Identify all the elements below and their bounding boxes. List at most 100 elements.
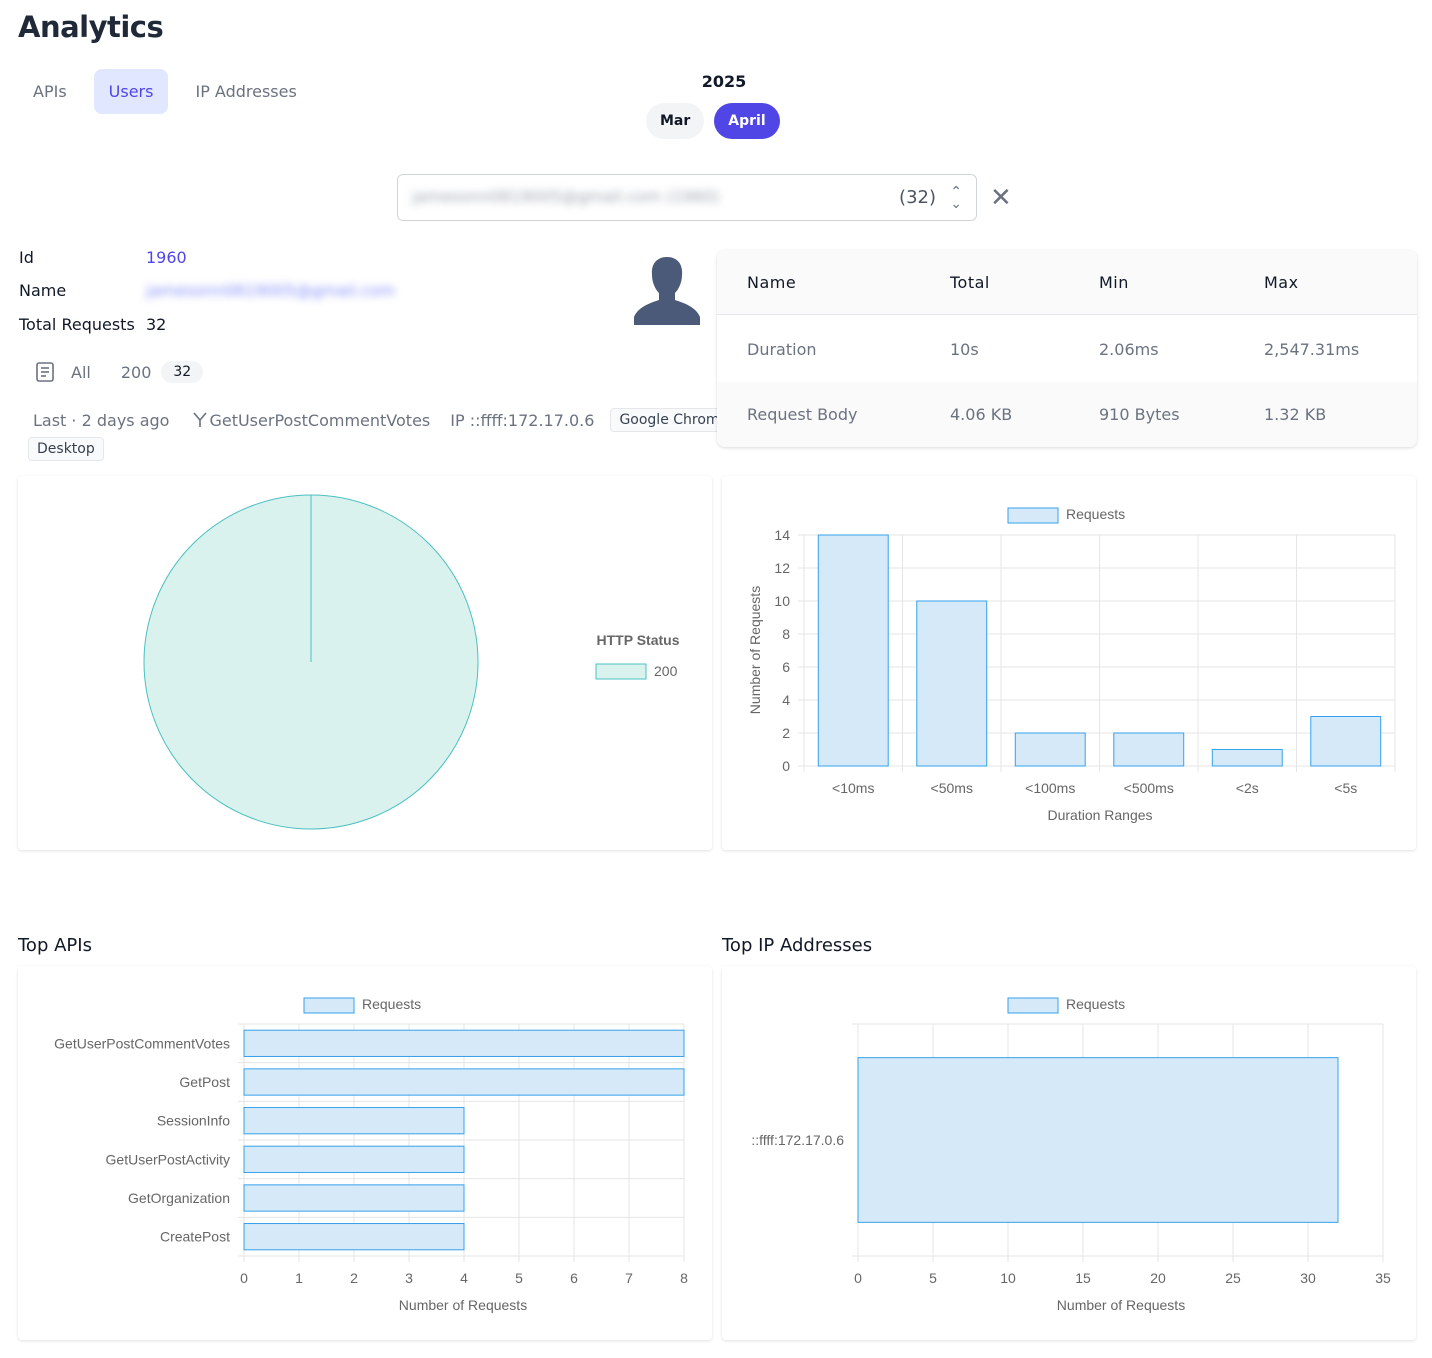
legend-swatch — [303, 997, 355, 1014]
y-tick-label: 0 — [782, 758, 790, 774]
stats-header-row: Name Total Min Max — [717, 250, 1417, 315]
y-tick-label: 6 — [782, 659, 790, 675]
pie-legend-title: HTTP Status — [597, 632, 680, 648]
x-tick-label: 3 — [405, 1270, 413, 1286]
x-tick-label: 30 — [1300, 1270, 1316, 1286]
bar[interactable] — [1211, 749, 1283, 767]
top-ips-title: Top IP Addresses — [722, 935, 873, 956]
filter-all[interactable]: All — [71, 362, 91, 382]
bar[interactable] — [243, 1029, 685, 1057]
x-tick-label: <5s — [1334, 780, 1357, 796]
month-button-april[interactable]: April — [714, 103, 780, 139]
stats-cell: Duration — [747, 340, 817, 359]
user-id-value: 1960 — [146, 248, 187, 267]
top-apis-title: Top APIs — [18, 935, 92, 956]
x-tick-label: 0 — [854, 1270, 862, 1286]
x-axis-title: Duration Ranges — [1047, 807, 1152, 823]
x-axis-title: Number of Requests — [399, 1297, 527, 1313]
x-tick-label: <100ms — [1025, 780, 1075, 796]
y-tick-label: GetPost — [179, 1074, 230, 1090]
user-select-count: (32) — [899, 187, 936, 208]
x-tick-label: 25 — [1225, 1270, 1241, 1286]
y-tick-label: 10 — [774, 593, 790, 609]
bar[interactable] — [857, 1057, 1339, 1223]
page-title: Analytics — [18, 10, 164, 44]
stats-header-max: Max — [1264, 273, 1299, 292]
x-tick-label: 1 — [295, 1270, 303, 1286]
top-apis-card: Requests 0 1 2 3 4 5 6 7 8 GetUserPostCommentVote… — [18, 966, 712, 1340]
bar[interactable] — [916, 600, 988, 767]
status-pie-card: HTTP Status 200 — [18, 476, 712, 850]
bar[interactable] — [1014, 732, 1086, 767]
x-tick-label: <50ms — [931, 780, 973, 796]
browser-tag: Google Chrome — [610, 408, 738, 432]
y-tick-label: ::ffff:172.17.0.6 — [751, 1132, 844, 1148]
stats-cell: 2,547.31ms — [1264, 340, 1360, 359]
x-tick-label: 2 — [350, 1270, 358, 1286]
legend-label[interactable]: Requests — [1066, 996, 1125, 1012]
tab-apis[interactable]: APIs — [33, 82, 67, 101]
top-ips-card: Requests 0 5 10 15 20 25 30 35::ffff:172.17.0.6… — [722, 966, 1416, 1340]
x-tick-label: 6 — [570, 1270, 578, 1286]
legend-swatch — [1007, 997, 1059, 1014]
request-meta: Last · 2 days ago GetUserPostCommentVote… — [33, 408, 738, 432]
last-api: GetUserPostCommentVotes — [209, 410, 431, 430]
stats-table: Name Total Min Max Duration 10s 2.06ms 2… — [717, 250, 1417, 447]
bar[interactable] — [243, 1068, 685, 1096]
x-tick-label: 5 — [929, 1270, 937, 1286]
x-axis-title: Number of Requests — [1057, 1297, 1185, 1313]
top-apis-bar-chart: Requests 0 1 2 3 4 5 6 7 8 GetUserPostCommentVote… — [54, 996, 688, 1313]
device-tag: Desktop — [28, 437, 104, 461]
table-row: Request Body 4.06 KB 910 Bytes 1.32 KB — [717, 382, 1417, 447]
duration-bar-chart: Requests 0 2 4 6 8 10 12 14 <10ms <50ms <100ms <500… — [747, 506, 1396, 823]
x-tick-label: 4 — [460, 1270, 468, 1286]
status-count-badge: 32 — [161, 361, 204, 383]
user-name-label: Name — [19, 281, 67, 300]
bar[interactable] — [1113, 732, 1185, 767]
user-select-value: jamesonn0819005@gmail.com (1960) — [412, 187, 720, 206]
total-requests-value: 32 — [146, 315, 167, 334]
last-seen: Last · 2 days ago — [33, 410, 170, 430]
filter-status-200[interactable]: 200 — [120, 362, 152, 382]
month-button-mar[interactable]: Mar — [646, 103, 705, 139]
x-tick-label: 15 — [1075, 1270, 1091, 1286]
stats-cell: Request Body — [747, 405, 858, 424]
bar[interactable] — [243, 1223, 465, 1251]
y-tick-label: CreatePost — [160, 1229, 230, 1245]
stats-cell: 1.32 KB — [1264, 405, 1327, 424]
close-icon[interactable]: ✕ — [990, 183, 1012, 213]
x-tick-label: <10ms — [832, 780, 874, 796]
bar[interactable] — [243, 1184, 465, 1212]
stats-cell: 4.06 KB — [950, 405, 1013, 424]
legend-swatch — [1007, 507, 1059, 524]
bar[interactable] — [817, 534, 889, 767]
legend-label[interactable]: Requests — [362, 996, 421, 1012]
x-tick-label: 10 — [1000, 1270, 1016, 1286]
chevron-up-down-icon: ⌃ ⌄ — [950, 184, 962, 212]
stats-header-total: Total — [950, 273, 990, 292]
y-tick-label: 4 — [782, 692, 790, 708]
bar[interactable] — [1310, 716, 1382, 767]
bar[interactable] — [243, 1107, 465, 1135]
tab-ip-addresses[interactable]: IP Addresses — [195, 82, 297, 101]
status-filter: All 200 32 — [33, 360, 204, 384]
user-select[interactable]: jamesonn0819005@gmail.com (1960) (32) ⌃ ⌄ — [397, 174, 977, 221]
user-id-label: Id — [19, 248, 34, 267]
duration-chart-card: Requests 0 2 4 6 8 10 12 14 <10ms <50ms <100ms <500… — [722, 476, 1416, 850]
y-tick-label: GetOrganization — [128, 1190, 230, 1206]
avatar-icon — [634, 257, 700, 325]
y-tick-label: GetUserPostCommentVotes — [54, 1035, 230, 1051]
table-row: Duration 10s 2.06ms 2,547.31ms — [717, 317, 1417, 382]
month-selector: Mar April — [646, 103, 780, 139]
stats-cell: 10s — [950, 340, 979, 359]
y-axis-title: Number of Requests — [747, 586, 763, 714]
tab-users[interactable]: Users — [93, 69, 169, 114]
stats-header-name: Name — [747, 273, 797, 292]
legend-label[interactable]: Requests — [1066, 506, 1125, 522]
x-tick-label: 5 — [515, 1270, 523, 1286]
x-tick-label: 35 — [1375, 1270, 1391, 1286]
stats-cell: 910 Bytes — [1099, 405, 1180, 424]
bar[interactable] — [243, 1145, 465, 1173]
y-tick-label: GetUserPostActivity — [106, 1151, 230, 1167]
pie-legend-label[interactable]: 200 — [654, 663, 678, 679]
